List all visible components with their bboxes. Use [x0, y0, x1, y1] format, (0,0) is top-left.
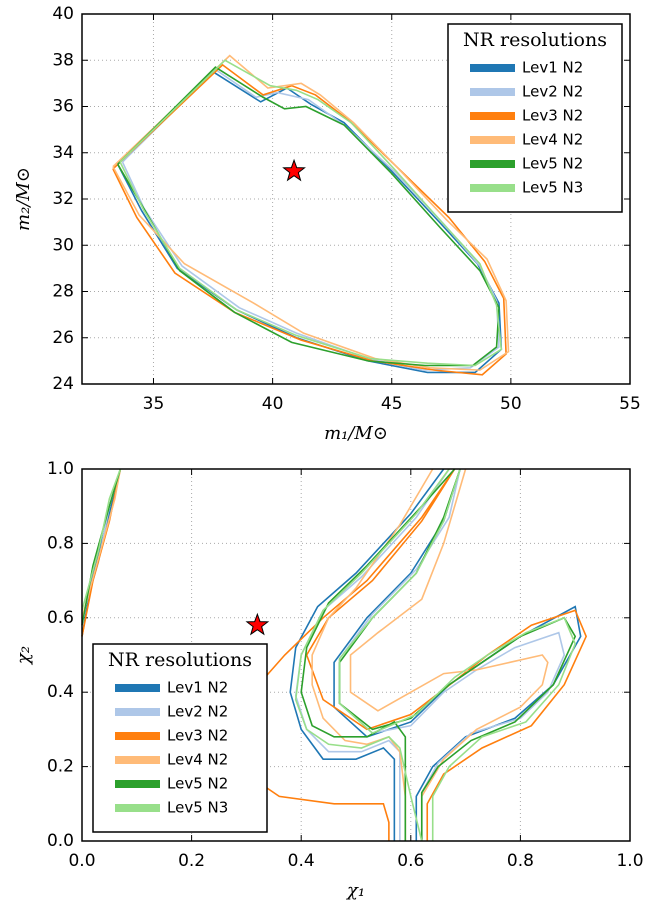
plot-frame: [81, 468, 631, 842]
legend-label: Lev3 N2: [167, 727, 228, 745]
x-tick-label: 55: [619, 394, 641, 414]
legend-label: Lev5 N2: [522, 155, 583, 173]
x-tick-label: 0.6: [397, 851, 424, 871]
y-tick-label: 0.0: [47, 831, 74, 851]
y-tick-label: 0.8: [47, 533, 74, 553]
y-tick-label: 36: [52, 97, 74, 117]
y-tick-label: 0.4: [47, 682, 74, 702]
y-tick-label: 28: [52, 282, 74, 302]
y-tick-label: 24: [52, 374, 74, 394]
y-tick-label: 34: [52, 143, 74, 163]
y-tick-label: 0.6: [47, 608, 74, 628]
x-tick-label: 50: [500, 394, 522, 414]
legend: NR resolutions Lev1 N2 Lev2 N2 Lev3 N2 Lev4 …: [447, 23, 623, 213]
legend-label: Lev5 N3: [522, 179, 583, 197]
contour-line: [81, 468, 549, 841]
legend-label: Lev1 N2: [167, 679, 228, 697]
x-tick-label: 0.4: [288, 851, 315, 871]
legend-label: Lev2 N2: [167, 703, 228, 721]
contour-line: [117, 70, 503, 374]
legend-label: Lev3 N2: [522, 107, 583, 125]
legend-label: Lev4 N2: [167, 751, 228, 769]
legend-label: Lev4 N2: [522, 131, 583, 149]
y-tick-label: 1.0: [47, 459, 74, 479]
y-tick-label: 38: [52, 50, 74, 70]
star-marker: [282, 158, 306, 182]
x-tick-label: 35: [143, 394, 165, 414]
contour-line: [121, 68, 500, 371]
x-axis-title: χ₁: [345, 880, 365, 901]
x-tick-label: 1.0: [616, 851, 643, 871]
y-tick-label: 40: [52, 4, 74, 24]
y-tick-label: 26: [52, 328, 74, 348]
legend-title: NR resolutions: [108, 649, 252, 671]
legend: NR resolutions Lev1 N2 Lev2 N2 Lev3 N2 Lev4 …: [92, 643, 268, 833]
contour-line: [117, 66, 500, 367]
contour-line: [112, 54, 510, 371]
x-tick-label: 0.8: [507, 851, 534, 871]
legend-label: Lev5 N2: [167, 775, 228, 793]
chart-panel: 0.0 0.2 0.4 0.6 0.8 1.0 0.0 0.2 0.4 0.6 0.8 1.0 χ₁ χ₂…: [13, 459, 644, 901]
legend-label: Lev2 N2: [522, 83, 583, 101]
x-axis-title: m₁/M⊙: [324, 423, 388, 444]
x-tick-label: 40: [262, 394, 284, 414]
contour-line: [119, 59, 503, 367]
y-axis-title: m₂/M⊙: [13, 167, 34, 231]
contour-line: [81, 468, 577, 842]
legend-label: Lev5 N3: [167, 799, 228, 817]
y-axis-title: χ₂: [13, 646, 34, 666]
y-tick-label: 0.2: [47, 757, 74, 777]
y-tick-label: 32: [52, 189, 74, 209]
x-tick-label: 45: [381, 394, 403, 414]
plot-frame: [81, 13, 631, 385]
x-tick-label: 0.2: [178, 851, 205, 871]
x-tick-label: 0.0: [68, 851, 95, 871]
legend-title: NR resolutions: [463, 29, 607, 51]
legend-label: Lev1 N2: [522, 59, 583, 77]
chart-panel: 35 40 45 50 55 24 26 28 30 32 34 36 38 40 m₁/M⊙ m₂/M⊙ NR…: [13, 4, 641, 444]
star-marker: [245, 612, 270, 636]
y-tick-label: 30: [52, 235, 74, 255]
